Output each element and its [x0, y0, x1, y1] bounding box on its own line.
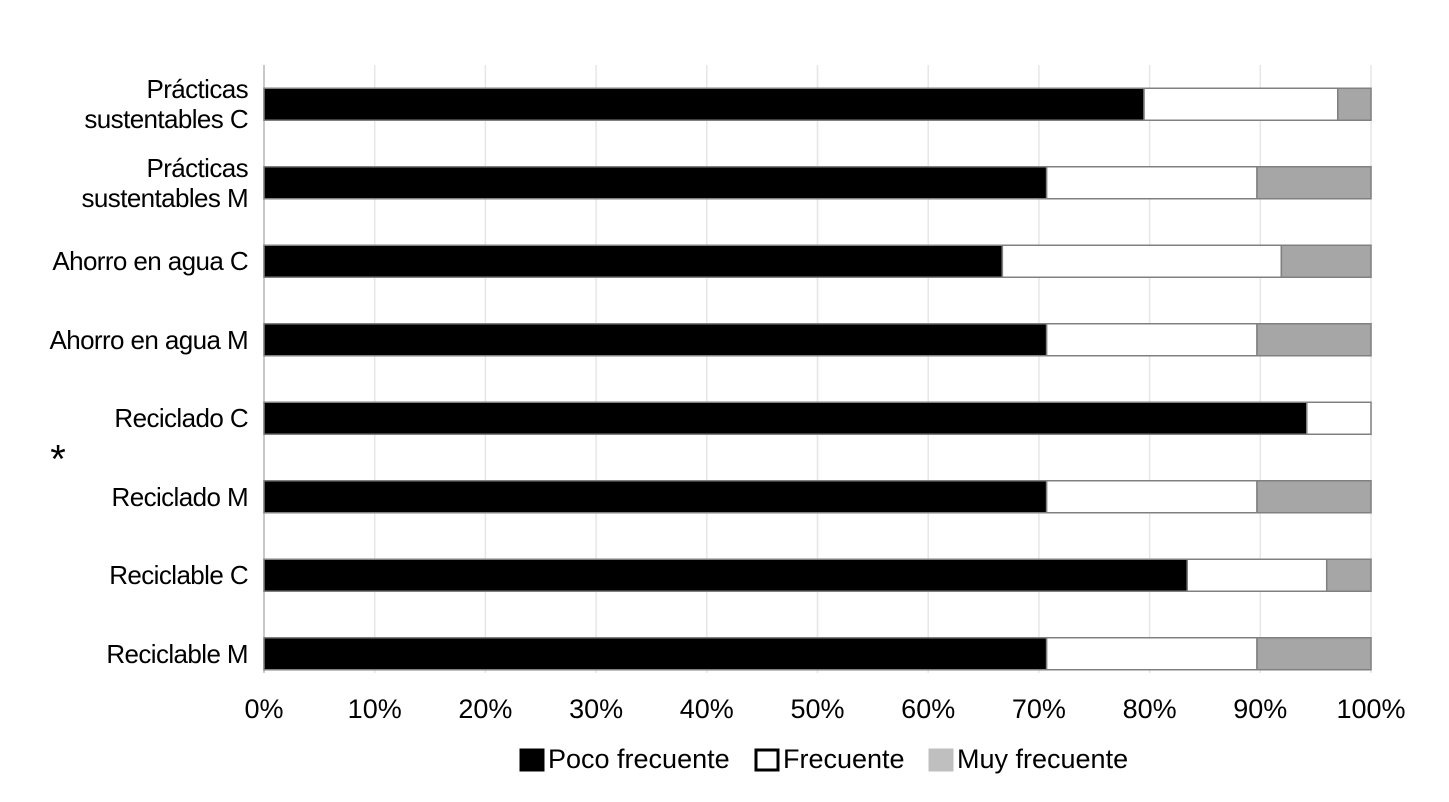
- bar-segment: [1306, 401, 1372, 435]
- bar-segment: [1045, 480, 1258, 514]
- x-tick-label: 90%: [1233, 694, 1287, 724]
- bar-segment: [1001, 244, 1283, 278]
- bar-segment: [1337, 87, 1372, 121]
- bar-segment: [263, 637, 1048, 671]
- bar-segment: [1256, 323, 1372, 357]
- bar-segment: [263, 480, 1048, 514]
- bar-segment: [1280, 244, 1372, 278]
- legend-label: Frecuente: [783, 744, 905, 774]
- x-tick-label: 30%: [569, 694, 623, 724]
- y-tick-label: Reciclable C: [109, 560, 248, 591]
- bar-segment: [263, 558, 1188, 592]
- bar-segment: [263, 323, 1048, 357]
- x-tick-label: 80%: [1123, 694, 1177, 724]
- legend-swatch: [754, 748, 780, 772]
- x-tick-label: 40%: [680, 694, 734, 724]
- x-tick-label: 60%: [901, 694, 955, 724]
- bar-segment: [1256, 166, 1372, 200]
- x-tick-label: 10%: [348, 694, 402, 724]
- legend-label: Muy frecuente: [957, 744, 1128, 774]
- bar-segment: [1045, 323, 1258, 357]
- bar-segment: [1186, 558, 1328, 592]
- bar-segment: [1045, 637, 1258, 671]
- y-tick-label: Reciclado C: [114, 403, 248, 434]
- legend-label: Poco frecuente: [548, 744, 730, 774]
- x-tick-label: 100%: [1336, 694, 1405, 724]
- bar-segment: [263, 244, 1004, 278]
- y-tick-label: Prácticas sustentables M: [81, 152, 249, 213]
- x-tick-label: 50%: [790, 694, 844, 724]
- bar-segment: [263, 401, 1308, 435]
- y-tick-label: Reciclado M: [111, 481, 249, 512]
- y-tick-label: Ahorro en agua M: [49, 324, 248, 355]
- x-tick-label: 70%: [1012, 694, 1066, 724]
- bar-segment: [1143, 87, 1339, 121]
- bar-segment: [1256, 480, 1372, 514]
- bar-segment: [1325, 558, 1372, 592]
- x-tick-label: 20%: [458, 694, 512, 724]
- x-tick-label: 0%: [244, 694, 283, 724]
- y-tick-label: Prácticas sustentables C: [84, 74, 248, 135]
- y-tick-label: Reciclable M: [106, 638, 248, 669]
- y-tick-label: Ahorro en agua C: [52, 246, 248, 277]
- legend-swatch: [519, 748, 545, 772]
- bar-segment: [263, 166, 1048, 200]
- annotation: *: [50, 438, 66, 482]
- legend-swatch: [928, 748, 954, 772]
- bar-segment: [263, 87, 1145, 121]
- bar-segment: [1256, 637, 1372, 671]
- bar-segment: [1045, 166, 1258, 200]
